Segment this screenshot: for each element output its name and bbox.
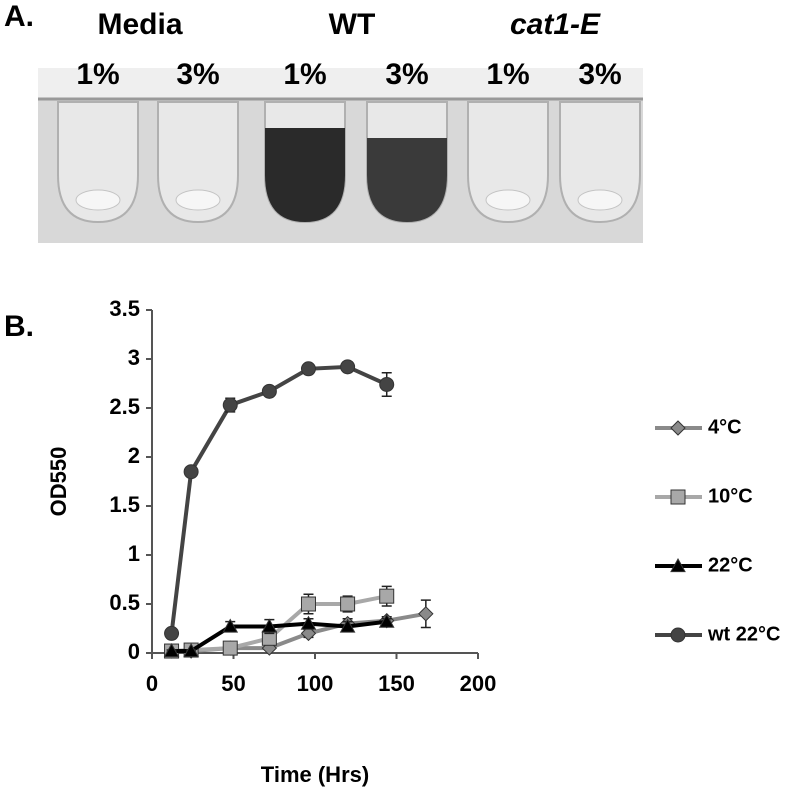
x-tick-label: 100 [297,671,334,696]
point [261,618,278,633]
y-tick-label: 2.5 [109,394,140,419]
panel-label: A. [4,0,34,33]
series-line [171,619,387,654]
tube [57,101,139,224]
y-tick-label: 1 [128,541,140,566]
series-line [169,364,388,634]
x-tick-label: 50 [221,671,245,696]
x-tick-label: 200 [460,671,497,696]
point [379,376,395,392]
point [300,625,317,642]
group-label: WT [329,8,376,41]
point [300,361,316,377]
point [340,359,356,375]
y-tick-label: 1.5 [109,492,140,517]
concentration-label: 1% [283,58,326,91]
y-tick-label: 0.5 [109,590,140,615]
tube [467,101,549,224]
point [670,420,686,436]
point [222,640,238,656]
y-tick-label: 0 [128,639,140,664]
tube [157,101,239,224]
point [670,489,686,505]
legend-label: wt 22°C [707,623,780,645]
point [300,615,317,630]
y-tick-label: 2 [128,443,140,468]
y-tick-label: 3.5 [109,296,140,321]
culture [367,138,447,222]
photo-rack [38,68,643,98]
point [340,596,356,612]
point [418,606,434,622]
concentration-label: 1% [486,58,529,91]
panel-label: B. [4,310,34,343]
culture [265,128,345,222]
point [163,643,180,658]
concentration-label: 1% [76,58,119,91]
x-axis-label: Time (Hrs) [261,762,369,787]
tube-bottom [577,189,623,211]
legend-label: 10°C [708,485,753,507]
point [378,613,395,628]
point [379,588,395,604]
point [222,397,238,413]
point [261,383,277,399]
y-axis-label: OD550 [46,447,71,517]
tube-bottom [485,189,531,211]
point [183,643,199,658]
concentration-label: 3% [578,58,621,91]
group-label: Media [97,8,182,41]
tube [559,101,641,224]
point [339,618,356,633]
legend-label: 4°C [708,416,742,438]
point [670,627,686,643]
legend-label: 22°C [708,554,753,576]
point [164,625,180,641]
x-tick-label: 150 [378,671,415,696]
y-tick-label: 3 [128,345,140,370]
group-label: cat1-E [510,8,601,41]
point [183,464,199,480]
tube-bottom [75,189,121,211]
tubes [57,101,641,224]
concentration-label: 3% [176,58,219,91]
tube-bottom [175,189,221,211]
point [222,618,239,633]
concentration-label: 3% [385,58,428,91]
point [670,557,686,573]
point [300,596,316,612]
x-tick-label: 0 [146,671,158,696]
